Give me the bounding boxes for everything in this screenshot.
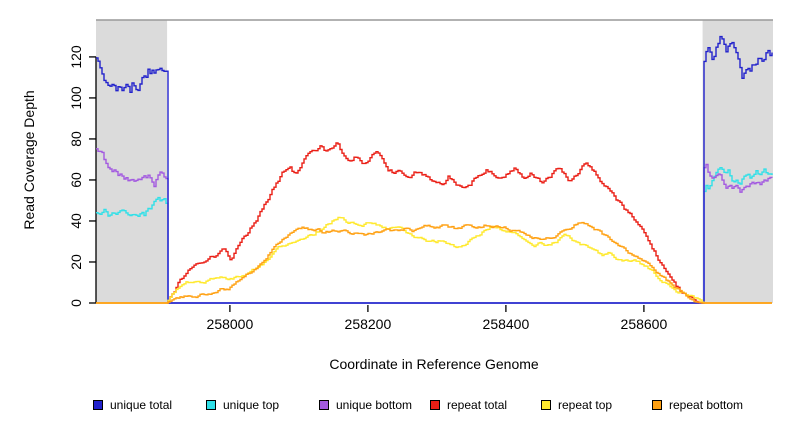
x-axis-title: Coordinate in Reference Genome	[329, 356, 539, 372]
legend-swatch-icon	[652, 400, 662, 410]
x-tick-label: 258000	[206, 316, 254, 332]
legend-label: repeat bottom	[669, 398, 744, 412]
legend-swatch-icon	[430, 400, 440, 410]
y-tick-label: 100	[68, 86, 84, 110]
legend-item-repeat-bottom: repeat bottom	[652, 399, 743, 411]
y-tick-label: 120	[68, 45, 84, 69]
series-line-repeat-bottom	[96, 221, 772, 304]
shaded-region-right	[702, 20, 773, 303]
legend-swatch-icon	[541, 400, 551, 410]
y-tick-label: 40	[68, 213, 84, 229]
legend-item-repeat-top: repeat top	[541, 399, 612, 411]
legend-label: repeat total	[447, 398, 508, 412]
y-tick-label: 20	[68, 254, 84, 270]
y-tick-label: 0	[68, 299, 84, 307]
legend-label: unique top	[223, 398, 280, 412]
legend-item-unique-total: unique total	[93, 399, 172, 411]
legend-swatch-icon	[93, 400, 103, 410]
legend-swatch-icon	[206, 400, 216, 410]
x-tick-label: 258400	[482, 316, 530, 332]
y-tick-label: 60	[68, 172, 84, 188]
x-tick-label: 258600	[620, 316, 668, 332]
series-line-unique-bottom	[96, 148, 773, 304]
legend-label: unique bottom	[336, 398, 413, 412]
x-tick-label: 258200	[344, 316, 392, 332]
legend-item-repeat-total: repeat total	[430, 399, 507, 411]
legend-item-unique-top: unique top	[206, 399, 279, 411]
legend-swatch-icon	[319, 400, 329, 410]
legend-label: unique total	[110, 398, 173, 412]
shaded-region-left	[96, 20, 168, 303]
legend-item-unique-bottom: unique bottom	[319, 399, 412, 411]
y-axis-title: Read Coverage Depth	[21, 90, 37, 230]
series-line-repeat-total	[96, 142, 772, 304]
legend-label: repeat top	[558, 398, 613, 412]
series-line-repeat-top	[96, 216, 772, 304]
y-tick-label: 80	[68, 131, 84, 147]
